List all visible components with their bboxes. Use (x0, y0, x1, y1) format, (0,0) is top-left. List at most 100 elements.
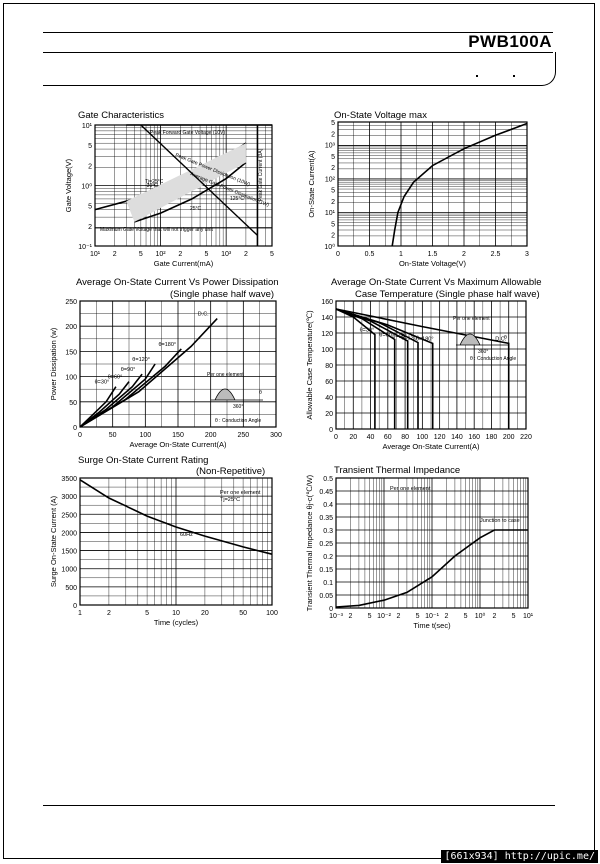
x-tick-label: 2 (444, 613, 448, 620)
y-tick-label: 5 (331, 221, 335, 228)
y-tick-label: 20 (325, 411, 333, 418)
x-tick-label: 5 (145, 610, 149, 617)
x-tick-label: 220 (520, 434, 532, 441)
x-tick-label: 2 (244, 251, 248, 258)
conduction-angle-diagram (211, 388, 263, 401)
x-tick-label: 5 (416, 613, 420, 620)
x-axis-label: Average On-State Current(A) (130, 440, 227, 449)
power-dissipation-line (140, 124, 258, 236)
x-tick-label: 10 (172, 610, 180, 617)
chart-title-casetemp: Average On-State Current Vs Maximum Allo… (331, 277, 542, 288)
y-tick-label: 2500 (61, 512, 77, 519)
legend-360: 360° (478, 349, 488, 355)
x-tick-label: 100 (417, 434, 429, 441)
x-tick-label: 0 (334, 434, 338, 441)
x-tick-label: 60 (384, 434, 392, 441)
header-rule-top (43, 32, 553, 33)
x-tick-label: 2 (462, 251, 466, 258)
y-axis-label: On-State Current(A) (307, 150, 316, 218)
y-axis-label: Power Dissipation (w) (49, 327, 58, 400)
y-tick-label: 40 (325, 395, 333, 402)
series-label: θ=60° (379, 332, 394, 338)
gate-trigger-region (126, 143, 246, 222)
y-tick-label: 10⁰ (324, 243, 335, 251)
annotation: Tj=25°C (220, 497, 240, 503)
y-tick-label: 5 (331, 154, 335, 161)
x-tick-label: 2.5 (491, 251, 501, 258)
y-tick-label: 5 (331, 188, 335, 195)
y-tick-label: 2 (331, 233, 335, 240)
y-tick-label: 5 (331, 120, 335, 127)
y-tick-label: 0.3 (323, 528, 333, 535)
y-tick-label: 150 (65, 349, 77, 356)
x-tick-label: 5 (139, 251, 143, 258)
y-tick-label: 100 (321, 347, 333, 354)
series-label: θ=120° (401, 336, 419, 342)
annotation: 60Hz (180, 532, 193, 538)
y-tick-label: 50 (69, 400, 77, 407)
x-tick-label: 50 (239, 610, 247, 617)
footer-rule (43, 805, 555, 806)
y-tick-label: 0 (329, 606, 333, 613)
x-tick-label: 2 (113, 251, 117, 258)
x-tick-label: 10¹ (90, 251, 101, 258)
y-tick-label: 0.45 (319, 489, 333, 496)
x-tick-label: 10⁻¹ (425, 613, 439, 620)
annotation: 25°C (190, 206, 202, 212)
chart-title-onstate: On-State Voltage max (334, 110, 427, 121)
x-tick-label: 10² (156, 251, 167, 258)
series-line (335, 308, 510, 429)
y-tick-label: 10⁻¹ (78, 244, 92, 251)
x-tick-label: 20 (201, 610, 209, 617)
x-tick-label: 100 (266, 610, 278, 617)
series-label: θ=60° (108, 375, 123, 381)
y-tick-label: 2 (331, 199, 335, 206)
x-axis-label: On-State Voltage(V) (399, 259, 467, 268)
annotation: Per one element (220, 490, 261, 496)
annotation: -30°C (145, 183, 158, 189)
x-axis-label: Average On-State Current(A) (383, 442, 480, 451)
x-tick-label: 10⁰ (475, 612, 486, 620)
y-tick-label: 0.1 (323, 580, 333, 587)
y-tick-label: 0 (73, 425, 77, 432)
y-tick-label: 0 (329, 427, 333, 434)
y-tick-label: 2 (331, 165, 335, 172)
conduction-angle-diagram (456, 333, 508, 346)
watermark: [661x934] http://upic.me/ (441, 850, 598, 863)
header-dot (513, 75, 515, 77)
x-tick-label: 1 (78, 610, 82, 617)
chart-subtitle-surge: (Non-Repetitive) (196, 466, 266, 477)
series-label: D.C. (198, 312, 209, 318)
series-label: θ=180° (416, 336, 434, 342)
series-line (335, 308, 419, 429)
y-tick-label: 60 (325, 379, 333, 386)
y-tick-label: 80 (325, 363, 333, 370)
x-tick-label: 5 (204, 251, 208, 258)
x-tick-label: 180 (486, 434, 498, 441)
series-line (134, 161, 247, 223)
y-axis-label: Gate Voltage(V) (64, 158, 73, 212)
x-tick-label: 200 (503, 434, 515, 441)
x-tick-label: 5 (512, 613, 516, 620)
annotation: Maximum Gate Voltage that will not trigg… (100, 227, 213, 233)
y-tick-label: 120 (321, 331, 333, 338)
series-line (335, 308, 434, 429)
y-tick-label: 0.5 (323, 476, 333, 483)
document-title: PWB100A (468, 32, 552, 51)
x-tick-label: 300 (270, 432, 282, 439)
x-tick-label: 160 (468, 434, 480, 441)
chart-subtitle-casetemp: Case Temperature (Single phase half wave… (355, 289, 540, 300)
legend-360: 360° (233, 404, 243, 410)
y-tick-label: 0.25 (319, 541, 333, 548)
series-label: θ=30° (95, 380, 110, 386)
y-tick-label: 3000 (61, 494, 77, 501)
annotation: Peak Gate Current (3A) (258, 148, 264, 201)
x-tick-label: 100 (139, 432, 151, 439)
header-dot (476, 75, 478, 77)
x-tick-label: 200 (205, 432, 217, 439)
y-tick-label: 0 (73, 603, 77, 610)
y-tick-label: 5 (88, 204, 92, 211)
y-tick-label: 10¹ (325, 210, 336, 217)
series-line (391, 122, 528, 247)
